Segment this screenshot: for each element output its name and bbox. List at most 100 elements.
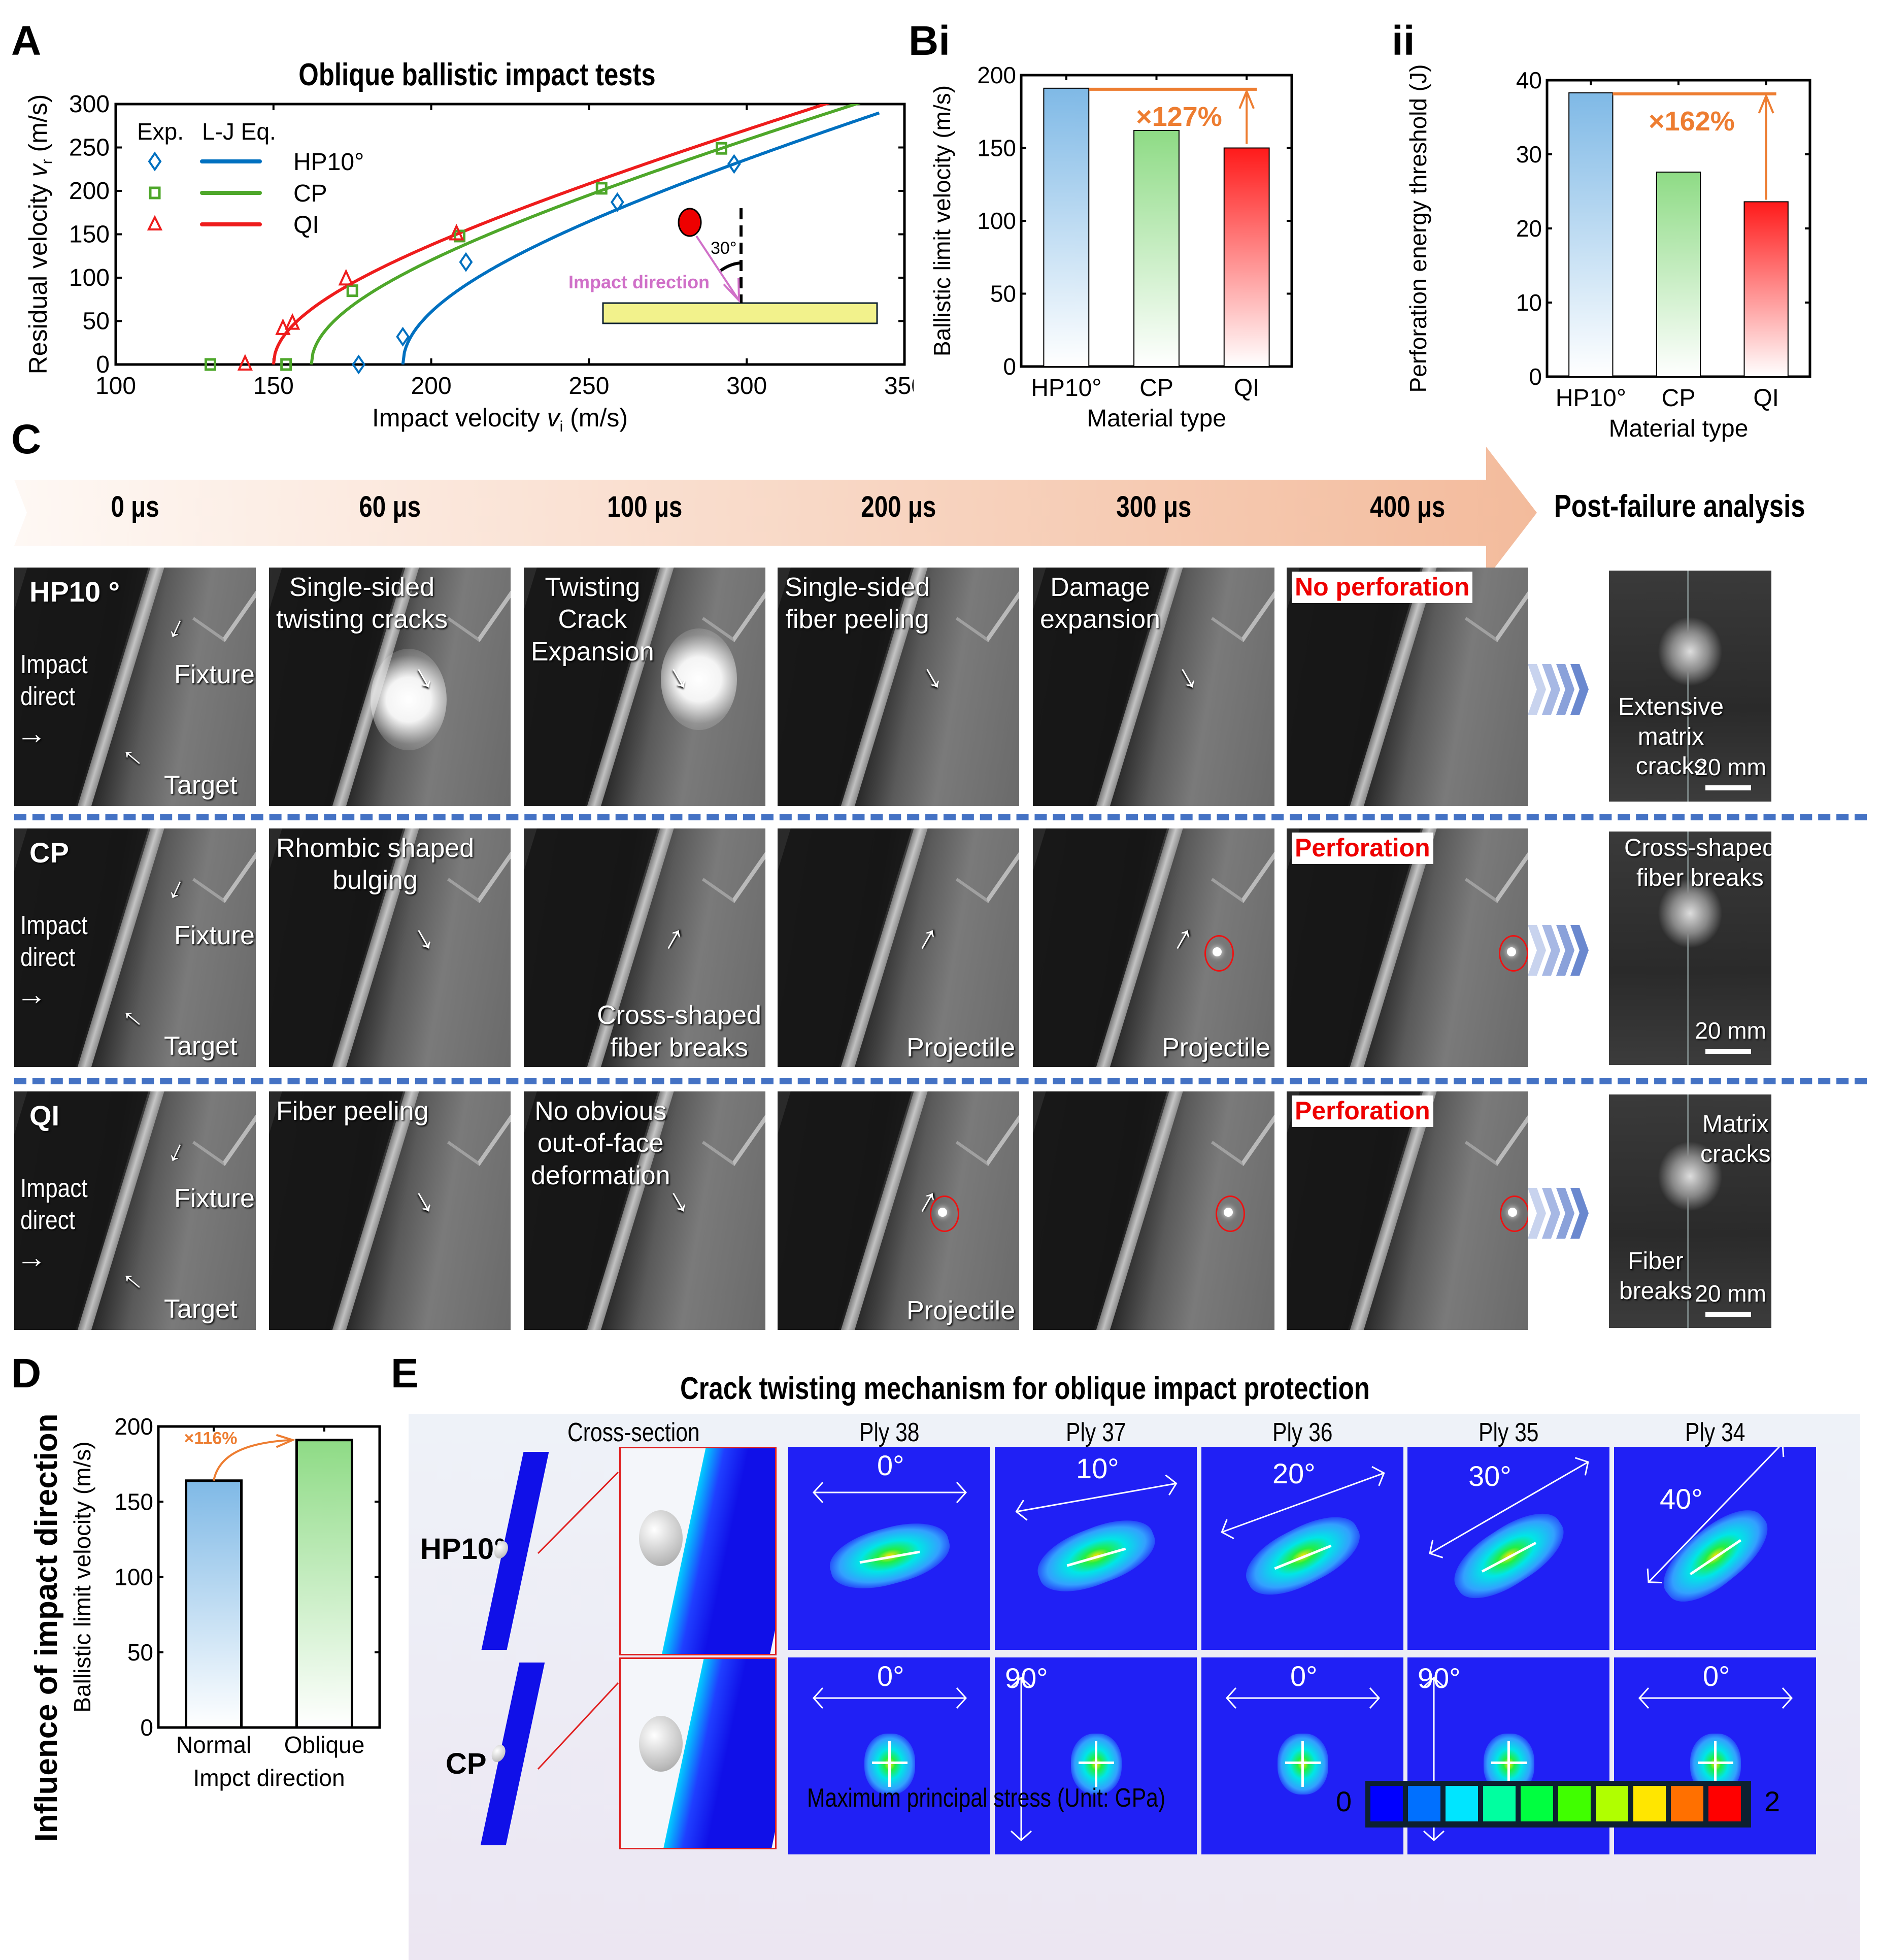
legend-header-exp: Exp. [137,118,184,145]
y-tick-label: 150 [114,1488,153,1515]
frame-annotation: No obvious out-of-face deformation [531,1097,670,1190]
seam [1687,571,1689,802]
crack-line [1095,1741,1097,1787]
legend-label: QI [293,212,319,239]
frame-annotation: Rhombic shaped bulging [276,834,475,895]
fiber-direction-arrow-icon [1225,1687,1381,1709]
photo-frame-2-4 [1033,1091,1274,1330]
y-tick-label: 100 [114,1564,153,1590]
photo-frame-2-0: QI Impact direct → Fixture Target ← ← [14,1091,256,1330]
chevron-icon [1570,1188,1589,1239]
ply-header: Ply 34 [1685,1418,1745,1447]
scale-bar [1705,1049,1751,1054]
fixture-clamp [1464,828,1528,903]
fixture-clamp [955,828,1019,903]
shadow-region [1287,1091,1422,1330]
colorbar-swatch [1521,1786,1553,1821]
post-failure-photo-0: Extensive matrix cracks 20 mm [1609,571,1771,802]
chevron-arrows-icon [1528,664,1604,715]
fixture-clamp [1211,1091,1274,1166]
timeline-label: 200 μs [860,490,936,523]
colorbar-swatch [1370,1786,1403,1821]
x-tick-label: HP10° [1556,385,1626,412]
photo-frame-2-3: Projectile → [778,1091,1019,1330]
ply-stress-map-0-1: 10° [995,1447,1197,1650]
ply-angle-label: 20° [1272,1457,1316,1489]
chevron-icon [1556,925,1574,976]
projectile-icon [678,208,702,237]
arrow-icon: → [1167,650,1219,701]
fiber-direction-arrow-icon [812,1481,967,1504]
y-tick-label: 30 [1516,141,1542,168]
data-point-triangle [338,269,354,286]
projectile-marker [1204,935,1234,972]
post-failure-photo-1: Cross-shaped fiber breaks 20 mm [1609,832,1771,1065]
photo-frame-1-5: Perforation [1287,828,1528,1067]
post-failure-annotation: Fiber breaks [1619,1248,1693,1305]
chevron-icon [1542,1188,1560,1239]
simulation-row-label: CP [446,1747,487,1780]
y-tick-label: 100 [977,208,1016,234]
side-title: Influence of impact direction [29,1414,64,1842]
data-point-diamond [459,252,473,272]
perforation-badge: Perforation [1292,1095,1433,1127]
fixture-label: Fixture [174,1184,255,1213]
arrow-icon: ← [149,867,193,909]
fiber-direction-arrow-icon [1429,1457,1589,1558]
photo-frame-0-0: HP10 ° Impact direct → Fixture Target ← ← [14,568,256,806]
photo-frame-0-2: Twisting Crack Expansion → [524,568,765,806]
chevron-icon [1570,925,1589,976]
y-tick-label: 150 [69,221,110,248]
fixture-clamp [955,568,1019,642]
flash-glow [371,649,447,750]
impact-direction-label: Impact direct [20,1174,88,1236]
data-point-square [204,358,216,371]
projectile-marker [1500,1195,1528,1232]
y-tick-label: 10 [1516,289,1542,316]
y-tick-label: 50 [990,281,1016,307]
row-divider [14,814,1867,820]
cross-section-header: Cross-section [567,1418,700,1447]
arrow-icon: → [896,911,948,962]
ply-stress-map-1-1: 90° [995,1657,1197,1854]
photo-frame-1-0: CP Impact direct → Fixture Target ← ← [14,828,256,1067]
chart-a-ylabel: Residual velocity vr (m/s) [24,94,55,375]
data-point-diamond [610,192,624,212]
frame-annotation: Projectile [906,1295,1015,1325]
chevron-icon [1556,1188,1574,1239]
perforation-badge: No perforation [1292,572,1473,603]
timeline-label: 400 μs [1369,490,1446,523]
x-tick-label: 350 [884,373,914,400]
panel-label-c: C [11,416,42,462]
photo-frame-0-3: Single-sided fiber peeling → [778,568,1019,806]
fit-line-qi [272,104,830,364]
data-point-triangle [237,354,253,371]
fiber-direction-arrow-icon [1647,1447,1785,1584]
data-point-triangle [449,223,464,241]
arrow-icon: → [642,911,694,962]
fit-line-hp10 [401,111,880,364]
ply-stress-map-1-0: 0° [788,1657,990,1854]
colorbar-swatch [1558,1786,1591,1821]
ply-stress-map-0-3: 30° [1407,1447,1609,1650]
y-tick-label: 200 [977,62,1016,88]
impact-direction-label: Impact direct [20,650,88,712]
frame-annotation: Single-sided twisting cracks [276,573,448,635]
arrow-icon: ← [113,1254,159,1301]
fixture-clamp [1211,828,1274,903]
bar-qi [1743,201,1789,377]
impact-arrow-icon: → [16,977,47,1011]
x-tick-label: HP10° [1031,375,1101,402]
post-failure-photo-2: Matrix cracks Fiber breaks 20 mm [1609,1094,1771,1328]
y-tick-label: 0 [1003,353,1016,380]
x-axis-label: Material type [1609,415,1749,442]
scale-bar [1705,785,1751,790]
zoom-link-arrow-icon [537,1471,619,1554]
ply-stress-map-0-0: 0° [788,1447,990,1650]
fit-line-cp [310,104,861,364]
x-tick-label: CP [1662,385,1696,412]
ply-angle-label: 0° [1290,1660,1318,1692]
post-failure-annotation: Matrix cracks [1700,1111,1771,1168]
y-tick-label: 0 [140,1714,153,1741]
inset-direction-label: Impact direction [568,272,710,292]
